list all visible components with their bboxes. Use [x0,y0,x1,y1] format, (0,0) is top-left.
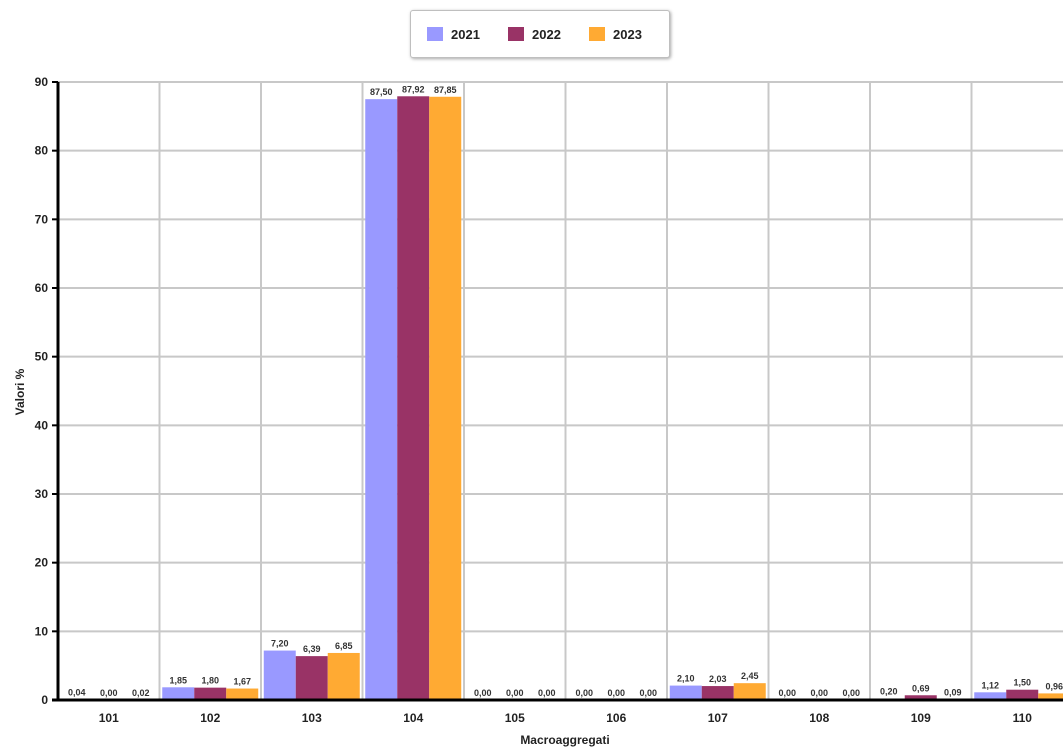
y-tick-labels: 0 10 20 30 40 50 60 70 80 90 [35,75,49,707]
data-label-101-2023: 0,02 [132,688,150,698]
bar-107-2023[interactable] [733,683,766,700]
legend-label-2021: 2021 [451,26,480,42]
y-tick-label-90: 90 [35,75,49,89]
data-label-104-2022: 87,92 [402,84,425,94]
bar-110-2021[interactable] [974,692,1007,700]
data-label-107-2021: 2,10 [677,674,695,684]
legend: 2021 2022 2023 [410,10,670,58]
y-tick-label-40: 40 [35,418,49,432]
y-tick-label-20: 20 [35,556,49,570]
data-label-102-2022: 1,80 [201,676,219,686]
data-label-103-2021: 7,20 [271,639,289,649]
data-label-107-2022: 2,03 [709,674,727,684]
data-label-103-2022: 6,39 [303,644,321,654]
legend-swatch-2021 [427,27,443,41]
bar-103-2022[interactable] [295,656,328,700]
data-label-107-2023: 2,45 [741,671,759,681]
data-label-106-2022: 0,00 [607,688,625,698]
data-label-104-2021: 87,50 [370,87,393,97]
data-label-108-2023: 0,00 [842,688,860,698]
bar-110-2023[interactable] [1038,693,1063,700]
bar-107-2022[interactable] [701,686,734,700]
legend-item-2021[interactable]: 2021 [427,25,480,43]
data-label-105-2023: 0,00 [538,688,556,698]
x-tick-label-104: 104 [403,711,423,725]
x-tick-label-108: 108 [809,711,829,725]
data-label-106-2021: 0,00 [575,688,593,698]
data-label-109-2023: 0,09 [944,687,962,697]
x-tick-label-103: 103 [302,711,322,725]
bar-104-2023[interactable] [429,96,462,701]
bar-110-2022[interactable] [1006,689,1039,700]
bar-103-2023[interactable] [327,652,360,700]
x-tick-label-105: 105 [505,711,525,725]
y-tick-label-0: 0 [41,693,48,707]
data-labels-group: 0,04 0,00 0,02 1,85 1,80 1,67 7,20 6,39 6,85 87,5… [68,84,1063,698]
x-tick-label-107: 107 [708,711,728,725]
legend-swatch-2022 [508,27,524,41]
legend-item-2023[interactable]: 2023 [589,25,642,43]
data-label-105-2022: 0,00 [506,688,524,698]
y-tick-label-70: 70 [35,212,49,226]
x-tick-label-106: 106 [606,711,626,725]
data-label-108-2022: 0,00 [810,688,828,698]
data-label-110-2023: 0,96 [1045,681,1063,691]
y-tick-label-80: 80 [35,144,49,158]
axes-group [52,81,1063,702]
x-tick-label-101: 101 [99,711,119,725]
bar-109-2022[interactable] [904,695,937,700]
data-label-109-2021: 0,20 [880,687,898,697]
legend-label-2022: 2022 [532,26,561,42]
x-tick-labels: 101 102 103 104 105 106 107 108 109 110 [99,711,1033,725]
x-tick-label-110: 110 [1013,711,1033,725]
data-label-108-2021: 0,00 [778,688,796,698]
y-axis-title: Valori % [13,368,27,415]
legend-swatch-2023 [589,27,605,41]
grid-lines [58,81,1063,700]
bar-102-2021[interactable] [162,687,195,700]
data-label-109-2022: 0,69 [912,683,930,693]
bar-104-2022[interactable] [397,96,430,701]
data-label-102-2023: 1,67 [233,677,251,687]
data-label-105-2021: 0,00 [474,688,492,698]
x-axis-title: Macroaggregati [520,733,609,747]
y-tick-label-30: 30 [35,487,49,501]
data-label-110-2021: 1,12 [981,680,999,690]
y-tick-label-10: 10 [35,624,49,638]
bar-102-2022[interactable] [194,687,227,700]
data-label-106-2023: 0,00 [639,688,657,698]
y-tick-label-60: 60 [35,281,49,295]
bar-102-2023[interactable] [226,688,259,700]
bars-group [60,96,1063,701]
data-label-110-2022: 1,50 [1013,678,1031,688]
bar-107-2021[interactable] [669,685,702,700]
data-label-102-2021: 1,85 [169,675,187,685]
x-tick-label-109: 109 [911,711,931,725]
bar-103-2021[interactable] [263,650,296,700]
data-label-103-2023: 6,85 [335,641,353,651]
legend-item-2022[interactable]: 2022 [508,25,561,43]
data-label-101-2021: 0,04 [68,688,86,698]
bar-104-2021[interactable] [365,99,398,700]
x-tick-label-102: 102 [200,711,220,725]
data-label-104-2023: 87,85 [434,85,457,95]
legend-label-2023: 2023 [613,26,642,42]
y-tick-label-50: 50 [35,350,49,364]
data-label-101-2022: 0,00 [100,688,118,698]
